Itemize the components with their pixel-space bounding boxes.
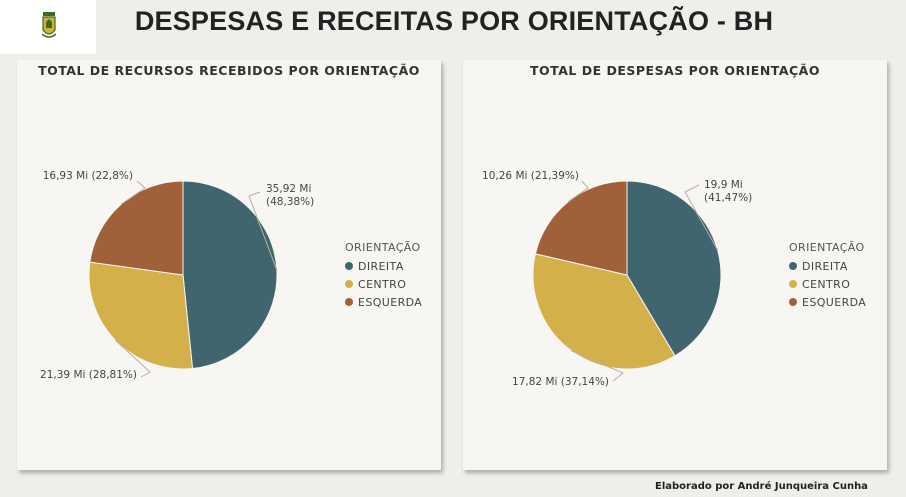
revenue-pie-chart: 35,92 Mi (48,38%) 21,39 Mi (28,81%) 16,93 M… [40,170,314,381]
legend-swatch [345,280,353,288]
legend-swatch [345,298,353,306]
legend-item-centro[interactable]: CENTRO [345,277,422,291]
legend-label: ESQUERDA [802,295,867,309]
data-label-esquerda: 16,93 Mi (22,8%) [43,170,133,182]
leader-line [568,180,589,202]
data-label-direita: 35,92 Mi (48,38%) [266,183,314,208]
data-label-centro: 17,82 Mi (37,14%) [512,376,609,388]
legend-swatch [789,262,797,270]
leader-line [684,184,719,251]
legend-label: ESQUERDA [358,295,423,309]
pie-slice-centro[interactable] [88,261,194,370]
legend-item-direita[interactable]: DIREITA [345,259,422,273]
legend-item-centro[interactable]: CENTRO [789,277,866,291]
expense-pie-chart: 19,9 Mi (41,47%) 17,82 Mi (37,14%) 10,26 Mi… [482,170,752,388]
revenue-chart-panel: TOTAL DE RECURSOS RECEBIDOS POR ORIENTAÇ… [17,60,441,470]
data-label-centro: 21,39 Mi (28,81%) [40,369,137,381]
legend-swatch [345,262,353,270]
legend-item-esquerda[interactable]: ESQUERDA [789,295,866,309]
leader-line [120,180,146,205]
expense-chart-panel: TOTAL DE DESPESAS POR ORIENTAÇÃO 19,9 Mi… [463,60,887,470]
legend-swatch [789,280,797,288]
page-title: DESPESAS E RECEITAS POR ORIENTAÇÃO - BH [134,6,774,36]
legend-title: ORIENTAÇÃO [345,241,421,254]
author-credit: Elaborado por André Junqueira Cunha [655,481,868,492]
legend-item-direita[interactable]: DIREITA [789,259,866,273]
legend-item-esquerda[interactable]: ESQUERDA [345,295,422,309]
legend-label: DIREITA [802,259,848,273]
pie-slice-esquerda[interactable] [89,180,184,276]
expense-chart-title: TOTAL DE DESPESAS POR ORIENTAÇÃO [530,63,820,78]
legend-label: CENTRO [358,277,407,291]
legend-label: CENTRO [802,277,851,291]
leader-line [571,350,624,382]
pie-slice-esquerda[interactable] [534,180,628,276]
data-label-esquerda: 10,26 Mi (21,39%) [482,170,579,182]
leader-line [114,339,151,378]
revenue-chart-legend: ORIENTAÇÃO DIREITA CENTRO ESQUERDA [345,241,422,313]
revenue-chart-title: TOTAL DE RECURSOS RECEBIDOS POR ORIENTAÇ… [38,63,420,78]
pie-slice-direita[interactable] [182,180,278,370]
legend-title: ORIENTAÇÃO [789,241,865,254]
expense-chart-legend: ORIENTAÇÃO DIREITA CENTRO ESQUERDA [789,241,866,313]
legend-label: DIREITA [358,259,404,273]
city-coat-of-arms-icon [42,12,56,38]
legend-swatch [789,298,797,306]
leader-line [248,191,278,271]
logo-area [0,0,96,54]
data-label-direita: 19,9 Mi (41,47%) [704,179,752,204]
